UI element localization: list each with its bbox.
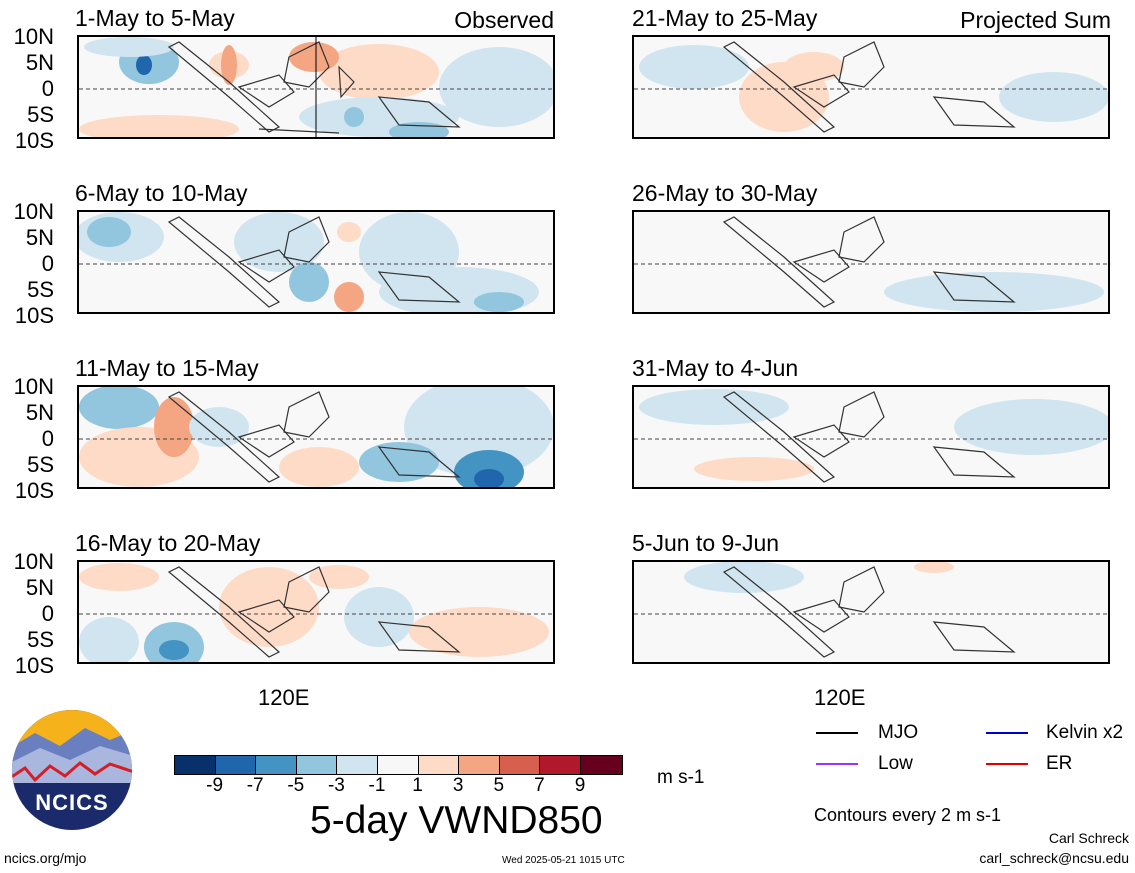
colorbar-swatch — [580, 756, 622, 774]
legend-label: Low — [878, 753, 913, 774]
colorbar-swatch — [175, 756, 216, 774]
colorbar-tick: 9 — [574, 775, 586, 796]
map-panel — [77, 385, 555, 489]
map-panel — [77, 35, 555, 139]
panel-tag: Projected Sum — [960, 7, 1111, 33]
colorbar-tick: 5 — [493, 775, 505, 796]
lat-label: 5S — [27, 627, 54, 652]
footer-email[interactable]: carl_schreck@ncsu.edu — [979, 850, 1129, 866]
colorbar-swatch — [459, 756, 500, 774]
lat-label: 5S — [27, 102, 54, 127]
colorbar-tick: -7 — [246, 775, 264, 796]
contour-note: Contours every 2 m s-1 — [814, 805, 1002, 825]
legend-label: Kelvin x2 — [1046, 722, 1124, 743]
panel-title: 26-May to 30-May — [632, 180, 818, 206]
lon-label: 120E — [814, 685, 866, 710]
lat-label: 10S — [14, 303, 54, 328]
panel-title: 1-May to 5-May — [75, 5, 235, 31]
legend-line-low — [816, 763, 858, 765]
lat-label: 5N — [25, 225, 54, 250]
footer-timestamp: Wed 2025-05-21 1015 UTC — [502, 855, 625, 866]
colorbar-tick: 1 — [412, 775, 423, 796]
panel-title: 16-May to 20-May — [75, 530, 261, 556]
lat-label: 5N — [25, 575, 54, 600]
lat-label: 10N — [13, 374, 54, 399]
colorbar-swatch — [377, 756, 419, 774]
colorbar-swatch — [215, 756, 257, 774]
legend-line-kelvin — [986, 732, 1028, 734]
colorbar-tick: -3 — [327, 775, 345, 796]
map-panel — [632, 35, 1110, 139]
lat-label: 10S — [14, 128, 54, 153]
lat-label: 5S — [27, 452, 54, 477]
lat-label: 10N — [13, 24, 54, 49]
lat-label: 10N — [13, 199, 54, 224]
colorbar-units: m s-1 — [657, 767, 705, 788]
panel-title: 5-Jun to 9-Jun — [632, 530, 780, 556]
lat-label: 0 — [41, 601, 54, 626]
map-panel — [77, 210, 555, 314]
colorbar-tick: 7 — [534, 775, 545, 796]
colorbar-swatch — [499, 756, 541, 774]
map-panel — [632, 385, 1110, 489]
colorbar — [174, 755, 623, 775]
lat-label: 5N — [25, 50, 54, 75]
colorbar-tick: -5 — [287, 775, 305, 796]
colorbar-swatch — [540, 756, 581, 774]
panel-title: 6-May to 10-May — [75, 180, 248, 206]
legend-line-mjo — [816, 732, 858, 734]
colorbar-swatch — [296, 756, 338, 774]
logo-text: NCICS — [35, 790, 109, 815]
colorbar-swatch — [337, 756, 378, 774]
lon-label: 120E — [258, 685, 310, 710]
lat-label: 0 — [41, 251, 54, 276]
map-panel — [632, 560, 1110, 664]
legend-line-er — [986, 763, 1028, 765]
lat-label: 0 — [41, 76, 54, 101]
panel-tag: Observed — [454, 7, 554, 33]
colorbar-tick: -1 — [368, 775, 386, 796]
map-panel — [632, 210, 1110, 314]
colorbar-tick: -9 — [206, 775, 224, 796]
figure-title: 5-day VWND850 — [310, 799, 603, 842]
lat-label: 10N — [13, 549, 54, 574]
map-panel — [77, 560, 555, 664]
lat-label: 5N — [25, 400, 54, 425]
footer-author: Carl Schreck — [1048, 830, 1129, 846]
legend-label: MJO — [878, 722, 919, 743]
lat-label: 10S — [14, 653, 54, 678]
colorbar-tick: 3 — [452, 775, 464, 796]
footer-url[interactable]: ncics.org/mjo — [4, 850, 87, 866]
lat-label: 10S — [14, 478, 54, 503]
panel-title: 11-May to 15-May — [75, 355, 259, 381]
colorbar-swatch — [418, 756, 460, 774]
panel-title: 31-May to 4-Jun — [632, 355, 799, 381]
panel-title: 21-May to 25-May — [632, 5, 818, 31]
lat-label: 5S — [27, 277, 54, 302]
lat-label: 0 — [41, 426, 54, 451]
ncics-logo[interactable]: NCICS — [10, 708, 134, 832]
colorbar-swatch — [256, 756, 297, 774]
legend-label: ER — [1046, 753, 1073, 774]
